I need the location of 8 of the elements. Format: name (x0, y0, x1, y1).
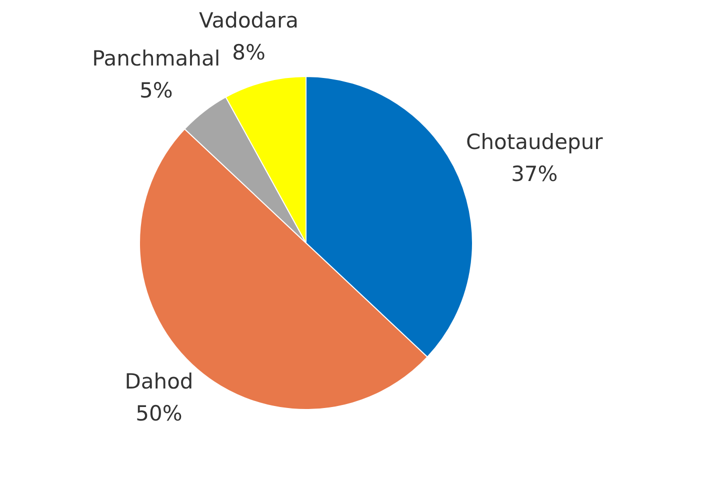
slice-label: Dahod (124, 369, 194, 394)
slice-label: Vadodara (199, 8, 298, 33)
slice-label: Panchmahal (92, 46, 220, 71)
data-label: 5% (139, 78, 173, 103)
slice-label: Chotaudepur (466, 130, 604, 154)
data-label: 8% (232, 40, 266, 65)
data-label: 50% (136, 401, 182, 426)
data-label: 37% (511, 162, 558, 186)
